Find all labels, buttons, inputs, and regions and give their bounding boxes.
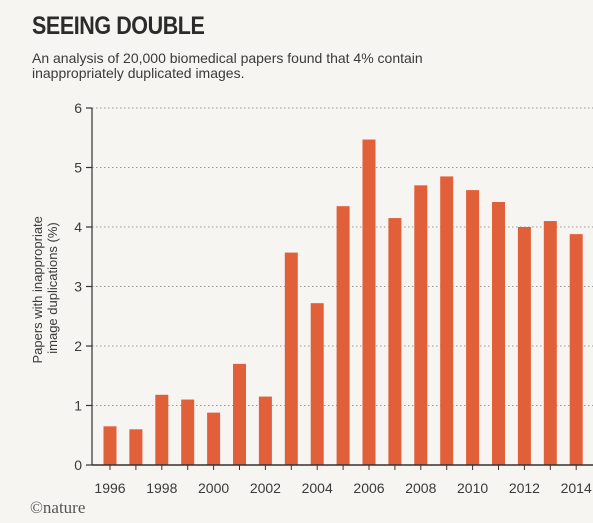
axes [91, 108, 593, 470]
y-axis-label-line-2: image duplications (%) [45, 222, 60, 354]
bar-1999 [181, 399, 195, 465]
y-tick-label: 5 [74, 160, 82, 176]
x-tick-label: 1996 [94, 480, 125, 496]
bar-2012 [517, 227, 531, 465]
x-tick-label: 2004 [302, 480, 333, 496]
bar-2004 [310, 303, 324, 465]
y-tick-labels: 0 1 2 3 4 5 6 [74, 100, 82, 473]
bar-2010 [466, 190, 480, 466]
x-tick-label: 2006 [353, 480, 384, 496]
y-tick-label: 2 [74, 338, 82, 354]
x-tick-label: 1998 [146, 480, 177, 496]
gridlines [86, 107, 593, 466]
bar-2001 [233, 363, 246, 465]
x-tick-label: 2014 [561, 480, 592, 496]
bar-2007 [388, 218, 402, 465]
x-tick-label: 2002 [250, 480, 281, 496]
y-tick-label: 4 [74, 219, 82, 235]
y-axis-label-line-1: Papers with inappropriate [30, 216, 45, 363]
y-tick-label: 6 [74, 100, 82, 116]
nature-logo: ©nature [30, 498, 86, 517]
bar-2013 [543, 221, 557, 465]
chart-subtitle: An analysis of 20,000 biomedical papers … [32, 50, 423, 81]
x-tick-label: 2000 [198, 480, 229, 496]
bar-2014 [569, 234, 583, 465]
bar-2006 [362, 139, 376, 465]
bar-2002 [258, 396, 272, 465]
chart-title: SEEING DOUBLE [32, 12, 205, 40]
y-tick-label: 3 [74, 279, 82, 295]
bar-2009 [440, 176, 454, 466]
y-tick-label: 1 [74, 398, 82, 414]
bar-1997 [129, 429, 143, 465]
x-tick-label: 2012 [509, 480, 540, 496]
bar-1998 [155, 394, 169, 465]
x-tick-label: 2008 [405, 480, 436, 496]
bar-2000 [207, 412, 221, 465]
bars [103, 139, 583, 466]
y-axis-label: Papers with inappropriate image duplicat… [30, 212, 60, 363]
x-tick-label: 2010 [457, 480, 488, 496]
bar-2005 [336, 206, 350, 466]
x-tick-labels: 1996 1998 2000 2002 2004 2006 2008 2010 2012 2014 [94, 480, 592, 496]
bar-2008 [414, 185, 428, 465]
bar-1996 [103, 426, 117, 465]
bar-2011 [492, 202, 505, 465]
bar-2003 [284, 252, 298, 465]
y-tick-label: 0 [74, 457, 82, 473]
